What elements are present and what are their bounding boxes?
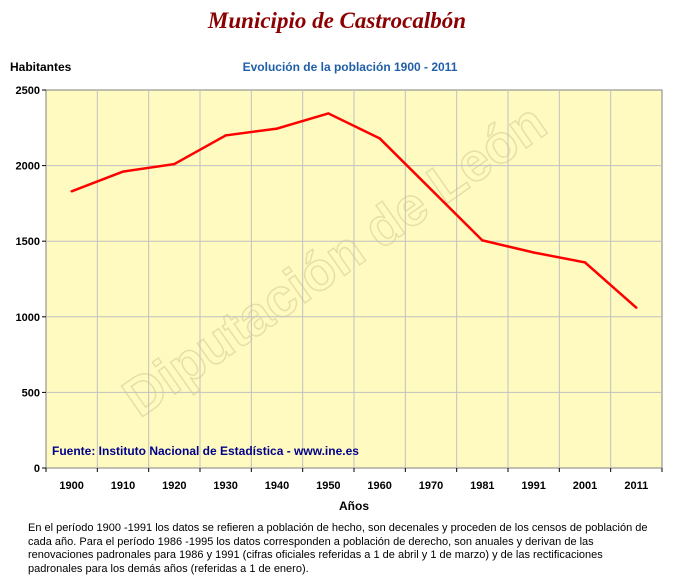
x-axis-label: Años <box>339 499 369 513</box>
y-tick-label: 2000 <box>16 161 40 173</box>
data-point <box>224 134 227 137</box>
data-point <box>481 239 484 242</box>
x-tick-label: 1991 <box>521 480 545 492</box>
x-tick-label: 1981 <box>470 480 494 492</box>
source-note: Fuente: Instituto Nacional de Estadístic… <box>52 444 359 458</box>
x-tick-label: 1940 <box>265 480 289 492</box>
x-tick-label: 2001 <box>573 480 597 492</box>
data-point <box>532 251 535 254</box>
y-tick-label: 1000 <box>16 312 40 324</box>
x-tick-label: 1950 <box>316 480 340 492</box>
data-point <box>173 162 176 166</box>
data-point <box>378 137 381 140</box>
y-tick-label: 0 <box>34 463 40 475</box>
x-tick-label: 1930 <box>213 480 237 492</box>
x-tick-label: 1960 <box>367 480 391 492</box>
y-tick-label: 500 <box>22 387 40 399</box>
x-tick-label: 2011 <box>624 480 648 492</box>
y-tick-label: 2500 <box>16 85 40 97</box>
data-point <box>121 170 125 173</box>
x-tick-label: 1910 <box>111 480 135 492</box>
x-tick-label: 1900 <box>59 480 83 492</box>
page-title: Municipio de Castrocalbón <box>207 8 467 33</box>
x-tick-label: 1920 <box>162 480 186 492</box>
data-point <box>275 127 279 130</box>
y-axis-label: Habitantes <box>10 60 72 74</box>
data-point <box>70 190 73 193</box>
data-point <box>635 306 638 309</box>
data-point <box>327 112 330 115</box>
y-tick-label: 1500 <box>16 236 40 248</box>
data-point <box>583 261 587 264</box>
chart-title: Evolución de la población 1900 - 2011 <box>242 60 458 74</box>
methodology-note: En el período 1900 -1991 los datos se re… <box>28 522 648 575</box>
x-tick-label: 1970 <box>419 480 443 492</box>
